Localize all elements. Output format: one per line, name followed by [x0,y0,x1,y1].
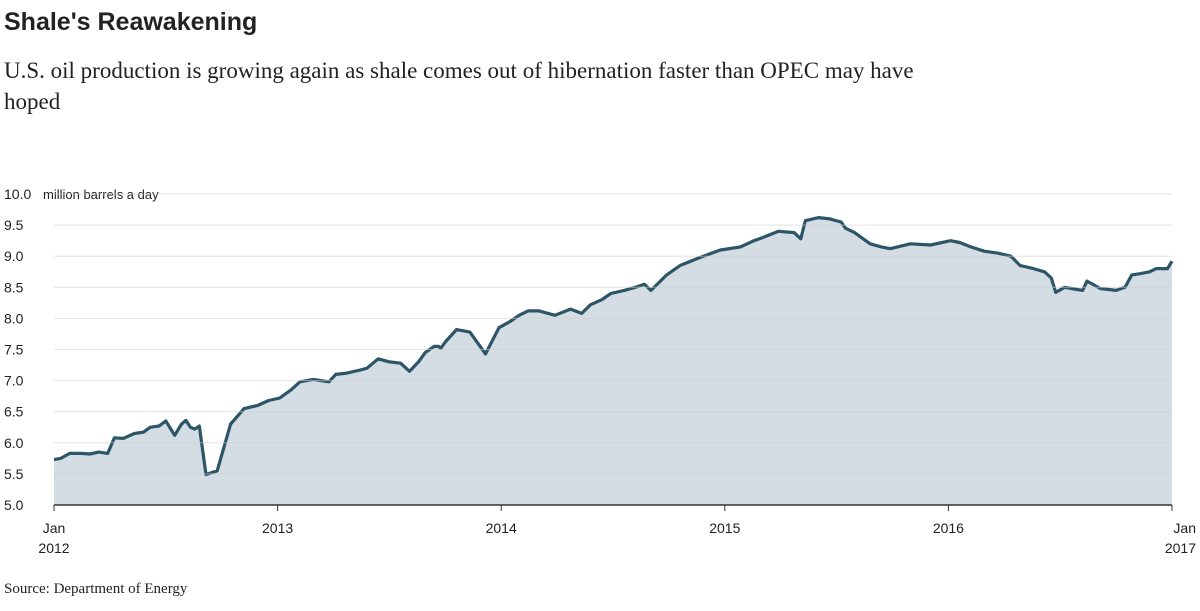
y-tick-label: 9.0 [4,248,24,264]
x-tick-label: 2015 [709,520,740,536]
source: Source: Department of Energy [4,581,188,597]
y-tick-label: 7.5 [4,342,24,358]
x-tick-label: Jan 2012 [38,520,69,556]
y-tick-label: 10.0 [4,186,31,202]
chart-subtitle: U.S. oil production is growing again as … [4,58,914,114]
x-tick-label: 2014 [486,520,517,536]
y-tick-label: 6.5 [4,404,24,420]
y-tick-label: 5.0 [4,497,24,513]
area [54,217,1172,505]
grid [54,193,1172,475]
x-tick-label: 2016 [933,520,964,536]
chart-title: Shale's Reawakening [4,8,257,36]
x-tick-label: 2013 [262,520,293,536]
y-tick-label: 8.0 [4,310,24,326]
x-tick-label: Jan 2017 [1165,520,1196,556]
y-tick-label: 7.0 [4,373,24,389]
line [53,216,1174,477]
y-tick-label: 9.5 [4,217,24,233]
y-tick-label: 5.5 [4,466,24,482]
y-tick-label: 6.0 [4,435,24,451]
y-tick-label: 8.5 [4,279,24,295]
